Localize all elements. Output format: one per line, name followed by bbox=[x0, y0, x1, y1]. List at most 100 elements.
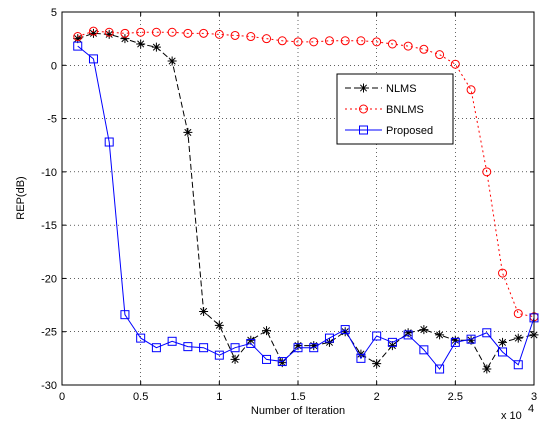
y-tick-label: -20 bbox=[41, 273, 57, 285]
data-point-nlms bbox=[498, 337, 508, 347]
data-point-nlms bbox=[167, 56, 177, 66]
data-point-nlms bbox=[104, 29, 114, 39]
data-point-bnlms bbox=[246, 32, 256, 42]
x-tick-label: 0.5 bbox=[133, 391, 148, 403]
data-point-nlms bbox=[450, 335, 460, 345]
data-point-bnlms bbox=[498, 268, 508, 278]
data-point-bnlms bbox=[136, 27, 146, 37]
data-point-bnlms bbox=[104, 27, 114, 37]
data-point-proposed bbox=[136, 333, 146, 343]
series-line-proposed bbox=[77, 45, 535, 370]
data-point-proposed bbox=[340, 325, 350, 335]
legend-marker-bnlms bbox=[359, 104, 368, 114]
data-point-nlms bbox=[151, 42, 161, 52]
y-tick-label: -15 bbox=[41, 220, 57, 232]
legend-label-bnlms: BNLMS bbox=[386, 104, 424, 116]
data-point-nlms bbox=[73, 34, 83, 44]
data-point-proposed bbox=[482, 328, 492, 338]
x-tick-label: 1.5 bbox=[290, 391, 305, 403]
x-tick-label: 1 bbox=[216, 391, 222, 403]
data-point-proposed bbox=[183, 342, 193, 352]
data-point-proposed bbox=[120, 310, 130, 320]
series-bnlms bbox=[73, 26, 539, 322]
legend-marker-proposed bbox=[359, 125, 368, 135]
data-point-nlms bbox=[466, 335, 476, 345]
axis-ticks: 0 0.5 1 1.5 2 2.5 3 5 0 -5 -10 -15 -20 -25 -30 bbox=[41, 7, 537, 403]
data-point-nlms bbox=[387, 341, 397, 351]
y-tick-label: -10 bbox=[41, 167, 57, 179]
data-point-proposed bbox=[435, 364, 445, 374]
data-point-nlms bbox=[199, 306, 209, 316]
data-point-bnlms bbox=[450, 59, 460, 69]
x-axis-label: Number of Iteration bbox=[251, 405, 345, 417]
data-point-bnlms bbox=[356, 36, 366, 46]
grid-lines bbox=[62, 12, 534, 385]
data-point-nlms bbox=[340, 327, 350, 337]
data-point-nlms bbox=[277, 358, 287, 368]
data-point-proposed bbox=[450, 337, 460, 347]
y-axis-label: REP(dB) bbox=[15, 176, 27, 219]
y-tick-label: -25 bbox=[41, 327, 57, 339]
data-point-nlms bbox=[403, 328, 413, 338]
data-point-bnlms bbox=[324, 36, 334, 46]
data-point-bnlms bbox=[262, 34, 272, 44]
data-point-nlms bbox=[435, 330, 445, 340]
data-point-bnlms bbox=[340, 36, 350, 46]
data-point-proposed bbox=[309, 343, 319, 353]
data-point-nlms bbox=[183, 127, 193, 137]
data-point-proposed bbox=[466, 334, 476, 344]
data-point-nlms bbox=[482, 364, 492, 374]
data-point-proposed bbox=[167, 336, 177, 346]
data-point-bnlms bbox=[214, 29, 224, 39]
data-point-bnlms bbox=[513, 309, 523, 319]
data-point-bnlms bbox=[230, 30, 240, 40]
data-point-bnlms bbox=[372, 37, 382, 47]
data-point-nlms bbox=[309, 341, 319, 351]
legend: NLMS BNLMS Proposed bbox=[336, 73, 454, 145]
data-point-proposed bbox=[293, 343, 303, 353]
legend-label-proposed: Proposed bbox=[386, 125, 433, 137]
legend-label-nlms: NLMS bbox=[386, 83, 417, 95]
data-point-proposed bbox=[419, 345, 429, 355]
data-point-proposed bbox=[88, 54, 98, 64]
data-point-proposed bbox=[73, 41, 83, 51]
data-point-proposed bbox=[403, 330, 413, 340]
data-point-bnlms bbox=[277, 36, 287, 46]
data-point-proposed bbox=[199, 343, 209, 353]
data-point-bnlms bbox=[466, 85, 476, 95]
data-point-nlms bbox=[262, 326, 272, 336]
data-point-bnlms bbox=[151, 27, 161, 37]
x-axis-multiplier: x 10 bbox=[501, 410, 522, 422]
data-point-proposed bbox=[513, 360, 523, 370]
plot-area bbox=[62, 12, 534, 385]
data-point-bnlms bbox=[309, 37, 319, 47]
data-point-proposed bbox=[277, 357, 287, 367]
data-point-nlms bbox=[372, 359, 382, 369]
y-tick-label: -30 bbox=[41, 380, 57, 392]
data-point-bnlms bbox=[73, 32, 83, 42]
data-point-nlms bbox=[230, 354, 240, 364]
data-point-proposed bbox=[356, 353, 366, 363]
data-point-nlms bbox=[120, 34, 130, 44]
data-point-bnlms bbox=[435, 50, 445, 60]
data-point-proposed bbox=[151, 343, 161, 353]
data-point-bnlms bbox=[293, 37, 303, 47]
data-point-bnlms bbox=[183, 28, 193, 38]
data-point-nlms bbox=[246, 335, 256, 345]
data-point-nlms bbox=[293, 341, 303, 351]
x-tick-label: 2 bbox=[374, 391, 380, 403]
data-point-proposed bbox=[498, 347, 508, 357]
data-point-nlms bbox=[419, 325, 429, 335]
data-point-nlms bbox=[214, 320, 224, 330]
data-point-nlms bbox=[88, 28, 98, 38]
data-point-bnlms bbox=[419, 44, 429, 54]
y-tick-label: 5 bbox=[51, 7, 57, 19]
x-tick-label: 0 bbox=[59, 391, 65, 403]
data-point-proposed bbox=[104, 137, 114, 147]
data-point-proposed bbox=[262, 354, 272, 364]
x-tick-label: 3 bbox=[531, 391, 537, 403]
series-line-nlms bbox=[77, 32, 535, 371]
data-point-bnlms bbox=[88, 26, 98, 36]
data-point-bnlms bbox=[120, 28, 130, 38]
